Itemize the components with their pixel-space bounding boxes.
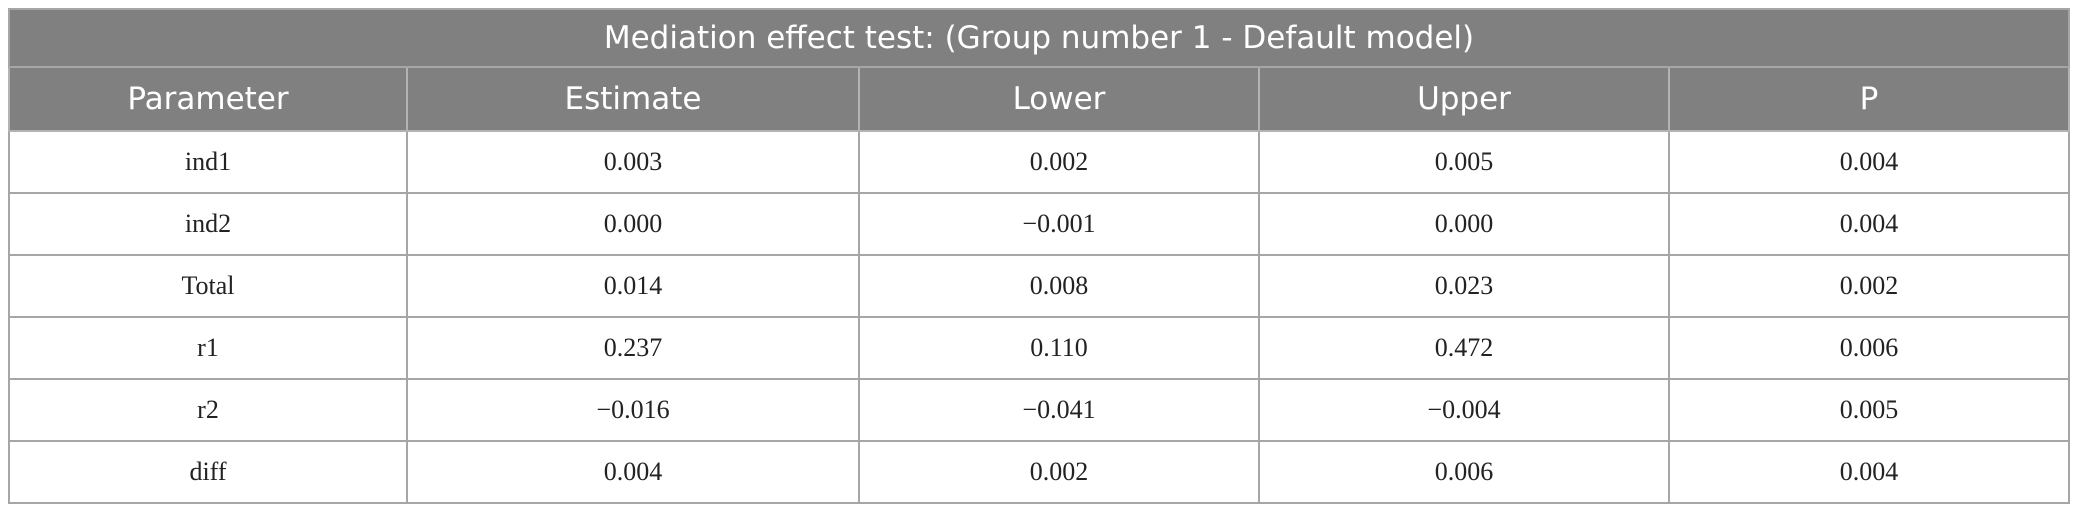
value-cell: 0.006 bbox=[1258, 440, 1670, 504]
value-cell: 0.004 bbox=[406, 440, 860, 504]
table-row: ind2 0.000 −0.001 0.000 0.004 bbox=[8, 192, 2070, 256]
table-row: diff 0.004 0.002 0.006 0.004 bbox=[8, 440, 2070, 504]
table-row: ind1 0.003 0.002 0.005 0.004 bbox=[8, 130, 2070, 194]
value-cell: 0.000 bbox=[1258, 192, 1670, 256]
value-cell: 0.006 bbox=[1668, 316, 2070, 380]
value-cell: 0.004 bbox=[1668, 192, 2070, 256]
value-cell: 0.000 bbox=[406, 192, 860, 256]
value-cell: −0.001 bbox=[858, 192, 1260, 256]
value-cell: 0.002 bbox=[1668, 254, 2070, 318]
table-row: Total 0.014 0.008 0.023 0.002 bbox=[8, 254, 2070, 318]
value-cell: 0.005 bbox=[1668, 378, 2070, 442]
value-cell: 0.110 bbox=[858, 316, 1260, 380]
value-cell: 0.014 bbox=[406, 254, 860, 318]
header-row: Parameter Estimate Lower Upper P bbox=[8, 66, 2070, 132]
title-row: Mediation effect test: (Group number 1 -… bbox=[8, 8, 2070, 68]
column-header: Parameter bbox=[8, 66, 408, 132]
column-header: Lower bbox=[858, 66, 1260, 132]
value-cell: 0.008 bbox=[858, 254, 1260, 318]
parameter-cell: r1 bbox=[8, 316, 408, 380]
table-row: r2 −0.016 −0.041 −0.004 0.005 bbox=[8, 378, 2070, 442]
value-cell: 0.003 bbox=[406, 130, 860, 194]
parameter-cell: r2 bbox=[8, 378, 408, 442]
table-body: ind1 0.003 0.002 0.005 0.004 ind2 0.000 −0.001 0… bbox=[8, 130, 2070, 504]
value-cell: 0.004 bbox=[1668, 130, 2070, 194]
value-cell: 0.005 bbox=[1258, 130, 1670, 194]
mediation-table: Mediation effect test: (Group number 1 -… bbox=[8, 8, 2070, 504]
value-cell: 0.472 bbox=[1258, 316, 1670, 380]
value-cell: 0.237 bbox=[406, 316, 860, 380]
column-header: Upper bbox=[1258, 66, 1670, 132]
value-cell: −0.016 bbox=[406, 378, 860, 442]
value-cell: 0.002 bbox=[858, 440, 1260, 504]
table-row: r1 0.237 0.110 0.472 0.006 bbox=[8, 316, 2070, 380]
value-cell: −0.004 bbox=[1258, 378, 1670, 442]
value-cell: 0.002 bbox=[858, 130, 1260, 194]
table-title: Mediation effect test: (Group number 1 -… bbox=[8, 8, 2070, 68]
value-cell: −0.041 bbox=[858, 378, 1260, 442]
parameter-cell: ind1 bbox=[8, 130, 408, 194]
value-cell: 0.023 bbox=[1258, 254, 1670, 318]
parameter-cell: ind2 bbox=[8, 192, 408, 256]
parameter-cell: Total bbox=[8, 254, 408, 318]
column-header: Estimate bbox=[406, 66, 860, 132]
column-header: P bbox=[1668, 66, 2070, 132]
value-cell: 0.004 bbox=[1668, 440, 2070, 504]
parameter-cell: diff bbox=[8, 440, 408, 504]
table-head: Mediation effect test: (Group number 1 -… bbox=[8, 8, 2070, 132]
